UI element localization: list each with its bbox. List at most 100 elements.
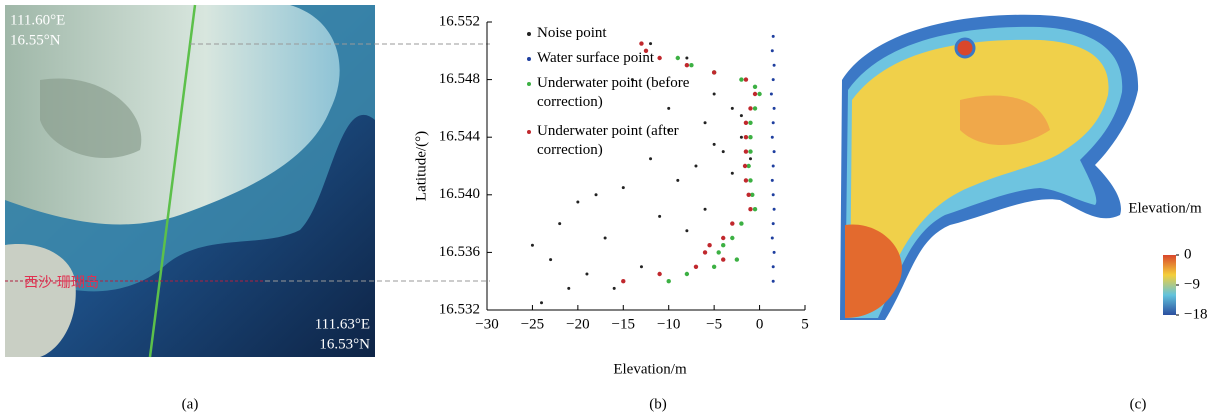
coord-label: 111.60°E (10, 12, 65, 28)
point (721, 150, 725, 154)
point (639, 265, 643, 269)
point (675, 55, 680, 61)
point (743, 120, 749, 126)
point (771, 78, 775, 82)
point (771, 164, 775, 168)
point (703, 121, 707, 125)
x-tick-label: −30 (475, 316, 498, 332)
point (739, 221, 744, 226)
point (771, 34, 775, 38)
point (748, 106, 753, 111)
point (743, 149, 749, 154)
x-tick-label: −10 (657, 316, 680, 332)
point (684, 62, 690, 68)
point (594, 193, 598, 197)
point (746, 192, 751, 197)
point (657, 271, 662, 277)
coord-label: 111.63°E (315, 316, 370, 332)
point (707, 243, 712, 248)
point (757, 91, 762, 97)
point (558, 222, 562, 226)
point (685, 229, 689, 233)
point (771, 265, 775, 269)
point (771, 121, 775, 125)
point (772, 63, 776, 67)
point (748, 149, 753, 154)
legend: Noise point Water surface point Underwater… (527, 24, 717, 166)
point (612, 286, 616, 290)
colorbar-title: Elevation/m (1128, 200, 1202, 216)
point (585, 272, 589, 276)
point (721, 235, 726, 241)
point (666, 279, 671, 284)
x-tick-label: 0 (756, 316, 764, 332)
point (667, 106, 671, 110)
point (769, 92, 773, 96)
y-tick-label: 16.532 (439, 301, 480, 317)
point (743, 77, 749, 82)
legend-entry: Underwater point (after correction) (527, 122, 697, 160)
point (739, 135, 743, 139)
point (621, 186, 625, 190)
legend-swatch (527, 57, 531, 61)
point (530, 243, 534, 247)
point (694, 164, 698, 168)
point (730, 235, 735, 241)
y-tick-label: 16.544 (439, 129, 481, 145)
point (630, 78, 634, 82)
x-axis-title: Elevation/m (613, 361, 687, 377)
legend-swatch (527, 130, 531, 134)
legend-swatch (527, 82, 531, 86)
point (752, 91, 758, 97)
colorbar-tick-label: −9 (1184, 276, 1200, 292)
coord-label: 16.53°N (319, 336, 370, 352)
legend-entry: Water surface point (527, 49, 717, 68)
legend-entry: Noise point (527, 24, 717, 43)
point (743, 135, 749, 140)
x-tick-label: 5 (801, 316, 809, 332)
point (748, 120, 753, 126)
point (721, 243, 726, 248)
point (730, 171, 734, 175)
point (748, 178, 753, 183)
point (770, 236, 774, 240)
point (730, 106, 734, 110)
point (658, 214, 662, 218)
x-tick-label: −5 (706, 316, 722, 332)
point (702, 250, 708, 255)
y-tick-label: 16.536 (439, 244, 481, 260)
point (739, 77, 744, 82)
point (716, 250, 721, 255)
point (772, 207, 776, 211)
x-tick-label: −15 (612, 316, 635, 332)
point (771, 193, 775, 197)
point (748, 135, 753, 140)
caption: (b) (649, 396, 667, 412)
x-tick-label: −20 (566, 316, 589, 332)
point (770, 49, 774, 53)
legend-label: Noise point (537, 25, 607, 41)
y-tick-label: 16.540 (439, 186, 480, 202)
point (770, 178, 774, 182)
coord-label: 16.55°N (10, 32, 61, 48)
point (712, 142, 716, 146)
point (649, 42, 653, 46)
point (643, 48, 649, 53)
y-tick-label: 16.552 (439, 13, 480, 29)
point (639, 41, 644, 46)
place-label: 西沙-珊瑚岛 (24, 275, 99, 291)
point (752, 84, 758, 90)
elevation-map (840, 14, 1139, 320)
point (772, 150, 776, 154)
point (770, 135, 774, 139)
caption: (a) (182, 396, 199, 412)
point (748, 157, 752, 161)
colorbar (1163, 255, 1176, 315)
legend-label: Water surface point (537, 50, 655, 66)
point (567, 286, 571, 290)
point (772, 106, 776, 110)
point (711, 70, 717, 75)
point (746, 163, 751, 169)
